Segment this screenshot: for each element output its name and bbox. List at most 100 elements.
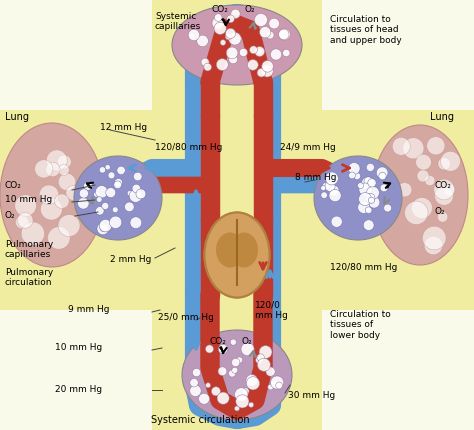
Circle shape <box>95 186 108 198</box>
Circle shape <box>261 65 273 77</box>
Circle shape <box>216 58 228 71</box>
Circle shape <box>58 173 75 190</box>
Ellipse shape <box>230 233 258 267</box>
Text: 120/80 mm Hg: 120/80 mm Hg <box>155 144 222 153</box>
Circle shape <box>361 177 375 190</box>
Text: 20 mm Hg: 20 mm Hg <box>55 386 102 394</box>
Ellipse shape <box>204 212 270 298</box>
Circle shape <box>235 388 248 401</box>
Circle shape <box>368 178 376 187</box>
Circle shape <box>364 177 373 185</box>
Circle shape <box>211 387 220 396</box>
Circle shape <box>232 367 238 373</box>
Ellipse shape <box>314 156 402 240</box>
Circle shape <box>270 381 278 388</box>
Circle shape <box>359 183 372 196</box>
Text: O₂: O₂ <box>242 338 253 347</box>
Circle shape <box>55 194 69 209</box>
Circle shape <box>325 181 335 191</box>
Circle shape <box>66 186 81 200</box>
Circle shape <box>271 376 284 389</box>
Circle shape <box>231 358 240 367</box>
Circle shape <box>329 185 339 196</box>
Circle shape <box>79 189 89 198</box>
Circle shape <box>225 33 232 40</box>
Circle shape <box>204 63 211 71</box>
Circle shape <box>269 18 280 29</box>
Ellipse shape <box>74 156 162 240</box>
Circle shape <box>189 34 194 39</box>
Circle shape <box>255 13 267 27</box>
Circle shape <box>226 28 236 38</box>
Circle shape <box>417 170 429 182</box>
Circle shape <box>376 167 388 178</box>
Circle shape <box>434 179 455 200</box>
Circle shape <box>357 183 364 189</box>
Circle shape <box>57 155 71 169</box>
Text: 8 mm Hg: 8 mm Hg <box>295 173 337 182</box>
Circle shape <box>109 216 122 228</box>
Circle shape <box>270 49 282 60</box>
Circle shape <box>366 163 374 172</box>
Circle shape <box>416 154 431 170</box>
Circle shape <box>276 382 283 389</box>
Ellipse shape <box>216 233 244 267</box>
Circle shape <box>435 187 454 205</box>
Circle shape <box>230 339 237 345</box>
Circle shape <box>15 195 36 216</box>
Text: 30 mm Hg: 30 mm Hg <box>288 390 335 399</box>
Bar <box>0 110 152 310</box>
Circle shape <box>259 27 271 38</box>
Circle shape <box>83 181 92 190</box>
Ellipse shape <box>214 231 244 269</box>
Circle shape <box>384 204 392 212</box>
Circle shape <box>47 227 70 249</box>
Circle shape <box>257 68 266 77</box>
Circle shape <box>217 392 229 404</box>
Circle shape <box>266 31 274 39</box>
Circle shape <box>132 184 141 193</box>
Circle shape <box>366 186 379 199</box>
Circle shape <box>322 182 330 190</box>
Circle shape <box>114 181 121 189</box>
Circle shape <box>190 385 201 396</box>
Text: Circulation to
tissues of head
and upper body: Circulation to tissues of head and upper… <box>330 15 402 45</box>
Circle shape <box>236 395 249 408</box>
Circle shape <box>440 151 460 171</box>
Bar <box>152 0 322 430</box>
Circle shape <box>16 215 29 229</box>
Circle shape <box>58 165 69 175</box>
Circle shape <box>348 163 360 174</box>
Text: 120/0
mm Hg: 120/0 mm Hg <box>255 300 288 319</box>
Circle shape <box>259 346 272 359</box>
Circle shape <box>46 150 67 171</box>
Circle shape <box>219 344 228 354</box>
Circle shape <box>220 40 226 46</box>
Circle shape <box>242 388 249 395</box>
Circle shape <box>105 165 110 170</box>
Circle shape <box>438 212 448 222</box>
Circle shape <box>96 206 104 215</box>
Circle shape <box>247 59 258 70</box>
Text: O₂: O₂ <box>5 211 16 219</box>
Text: Circulation to
tissues of
lower body: Circulation to tissues of lower body <box>330 310 391 340</box>
Circle shape <box>241 343 254 356</box>
Text: Lung: Lung <box>5 112 29 122</box>
Text: O₂: O₂ <box>245 5 255 14</box>
Text: 2 mm Hg: 2 mm Hg <box>110 255 151 264</box>
Circle shape <box>129 190 142 203</box>
Circle shape <box>229 55 237 64</box>
Circle shape <box>438 157 450 170</box>
Circle shape <box>201 58 209 66</box>
Text: Pulmonary
capillaries: Pulmonary capillaries <box>5 240 53 259</box>
Circle shape <box>114 178 122 187</box>
Circle shape <box>266 367 275 376</box>
Text: Lung: Lung <box>430 112 454 122</box>
Circle shape <box>18 212 33 228</box>
Circle shape <box>214 14 222 22</box>
Text: 10 mm Hg: 10 mm Hg <box>5 196 52 205</box>
Ellipse shape <box>230 231 260 269</box>
Circle shape <box>425 175 435 186</box>
Circle shape <box>321 186 326 190</box>
Text: 24/9 mm Hg: 24/9 mm Hg <box>280 144 336 153</box>
